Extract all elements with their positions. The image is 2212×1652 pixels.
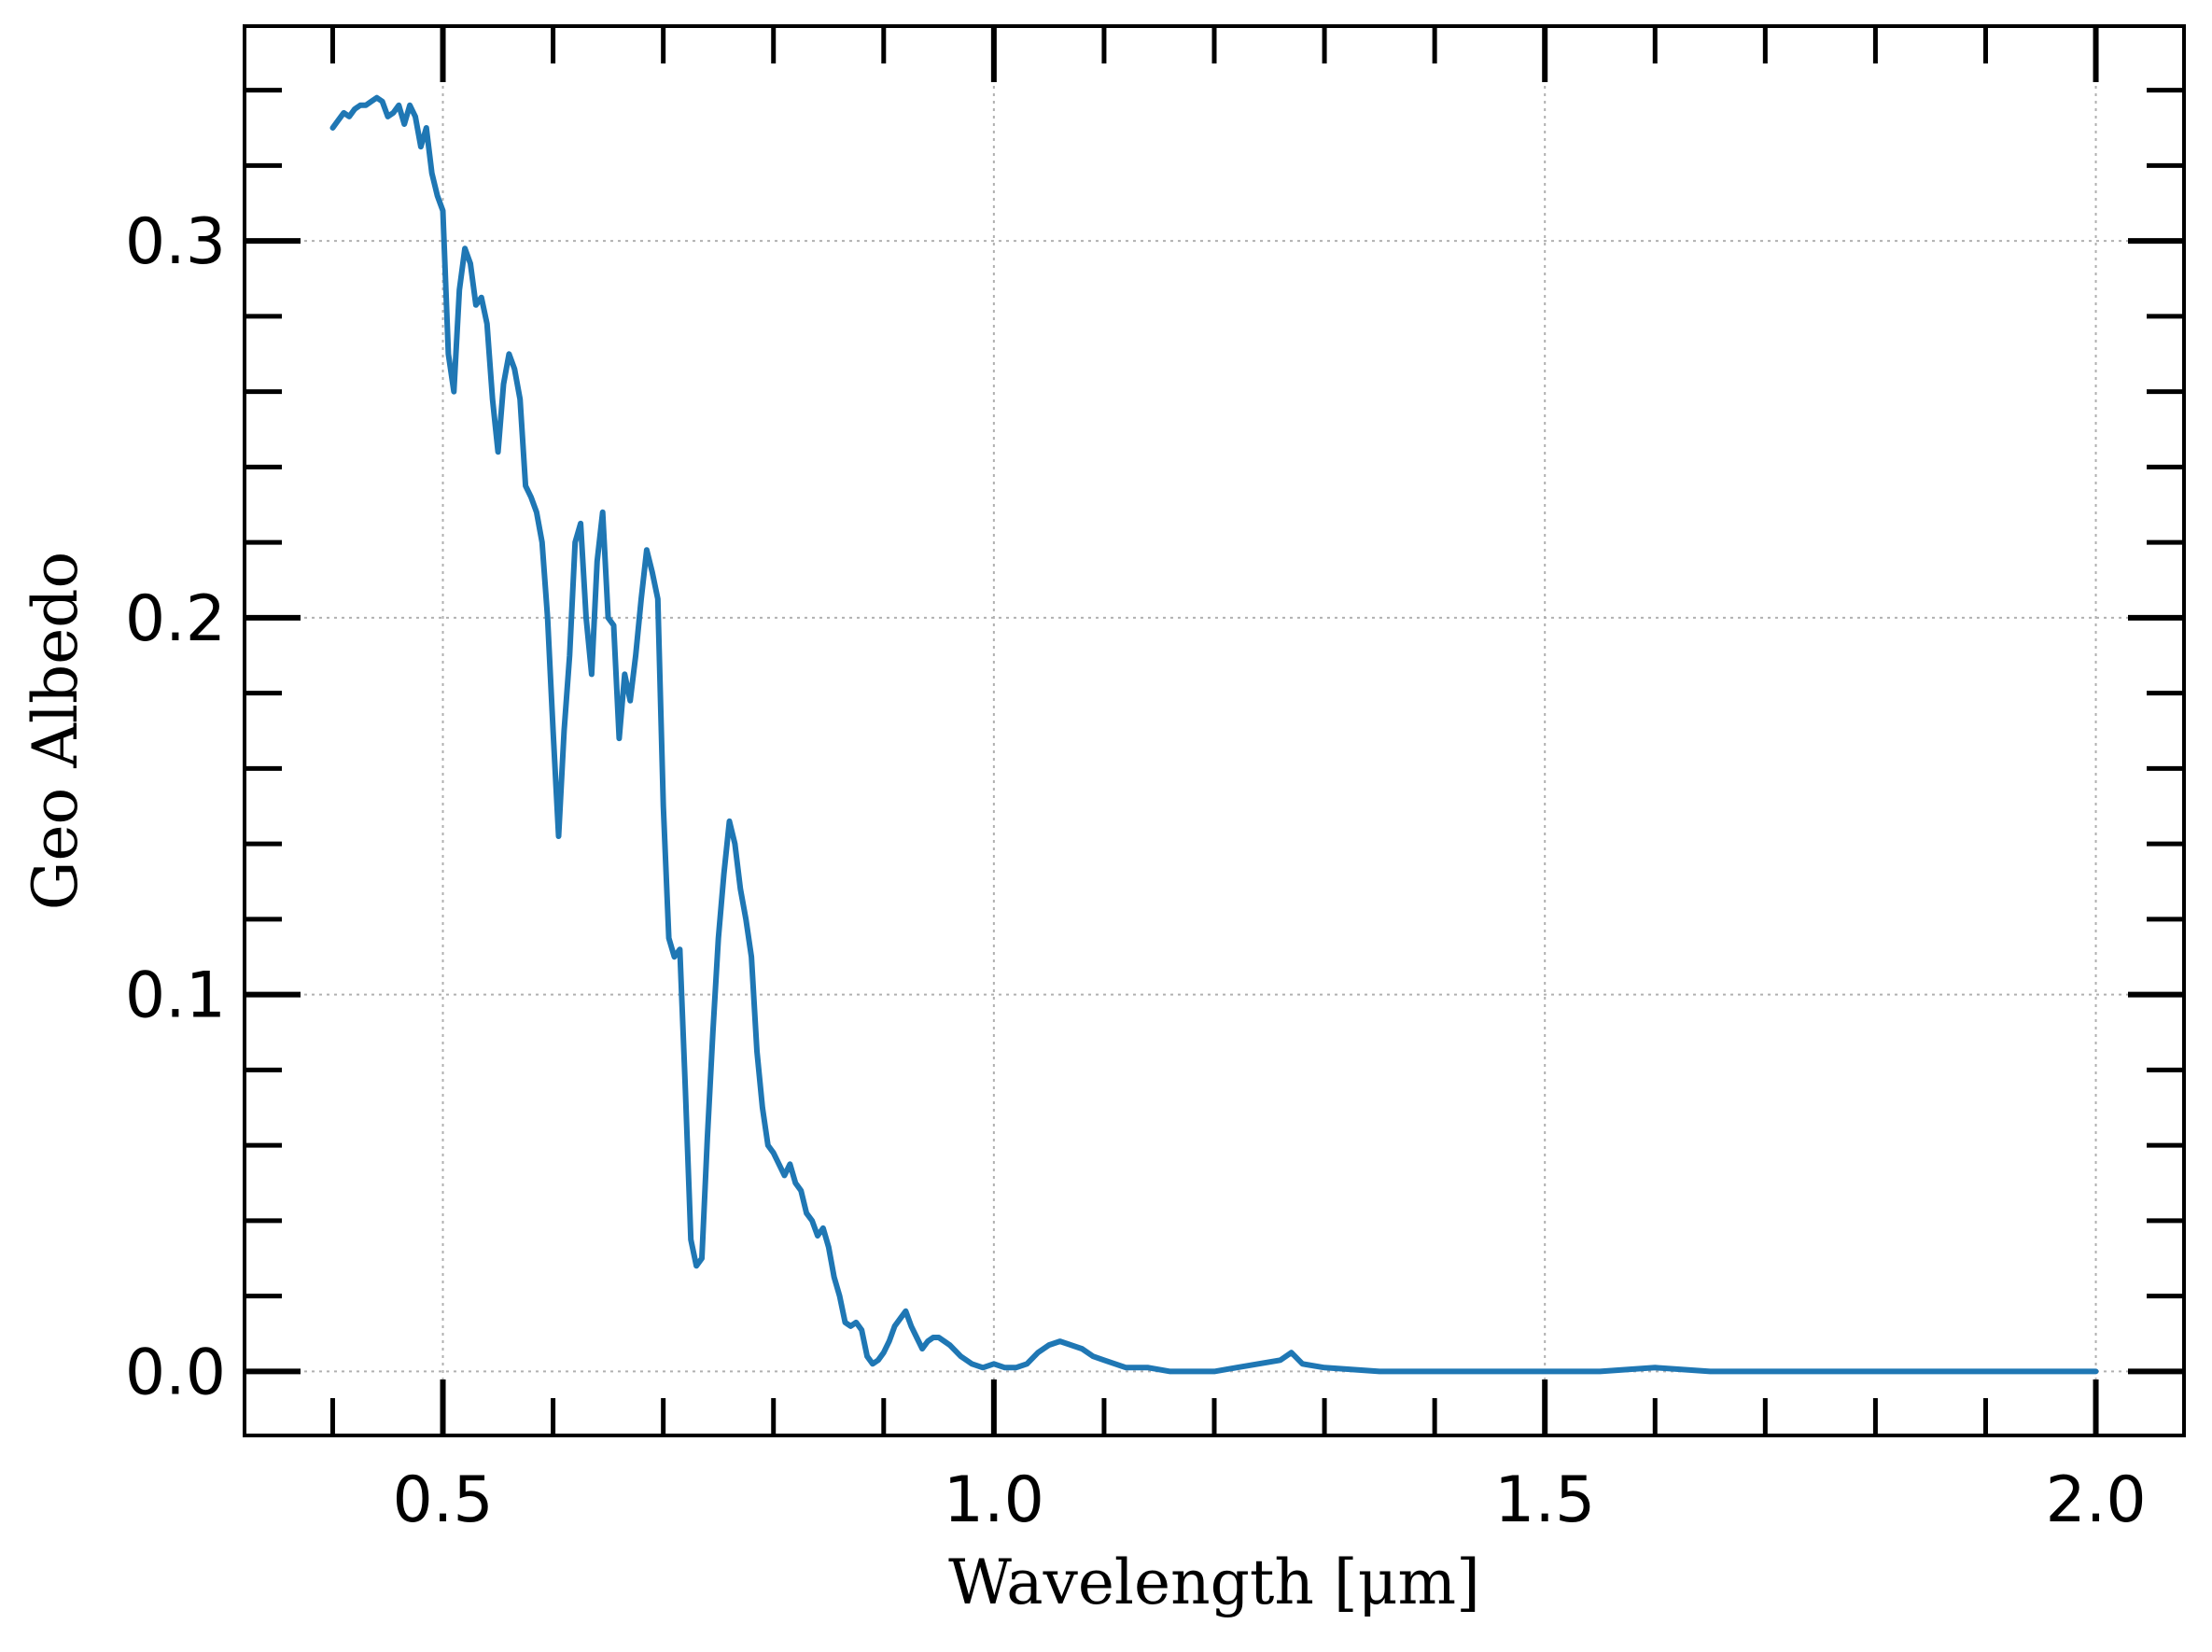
y-tick-label: 0.3	[125, 205, 226, 279]
plot-frame	[243, 24, 2186, 1437]
y-axis-label: Geo Albedo	[20, 552, 91, 911]
y-tick-label: 0.0	[125, 1336, 226, 1409]
x-tick-label: 2.0	[2045, 1463, 2146, 1537]
series-line	[329, 94, 2099, 1375]
tick-labels: 0.5 1.0 1.5 2.0 0.0 0.1 0.2 0.3	[125, 205, 2147, 1537]
x-tick-label: 1.5	[1494, 1463, 1595, 1537]
x-axis-label: Wavelength [μm]	[948, 1547, 1480, 1618]
y-tick-label: 0.1	[125, 959, 226, 1033]
x-tick-label: 0.5	[392, 1463, 493, 1537]
axis-ticks	[245, 26, 2184, 1435]
x-tick-label: 1.0	[944, 1463, 1044, 1537]
y-tick-label: 0.2	[125, 582, 226, 656]
grid	[245, 26, 2184, 1435]
